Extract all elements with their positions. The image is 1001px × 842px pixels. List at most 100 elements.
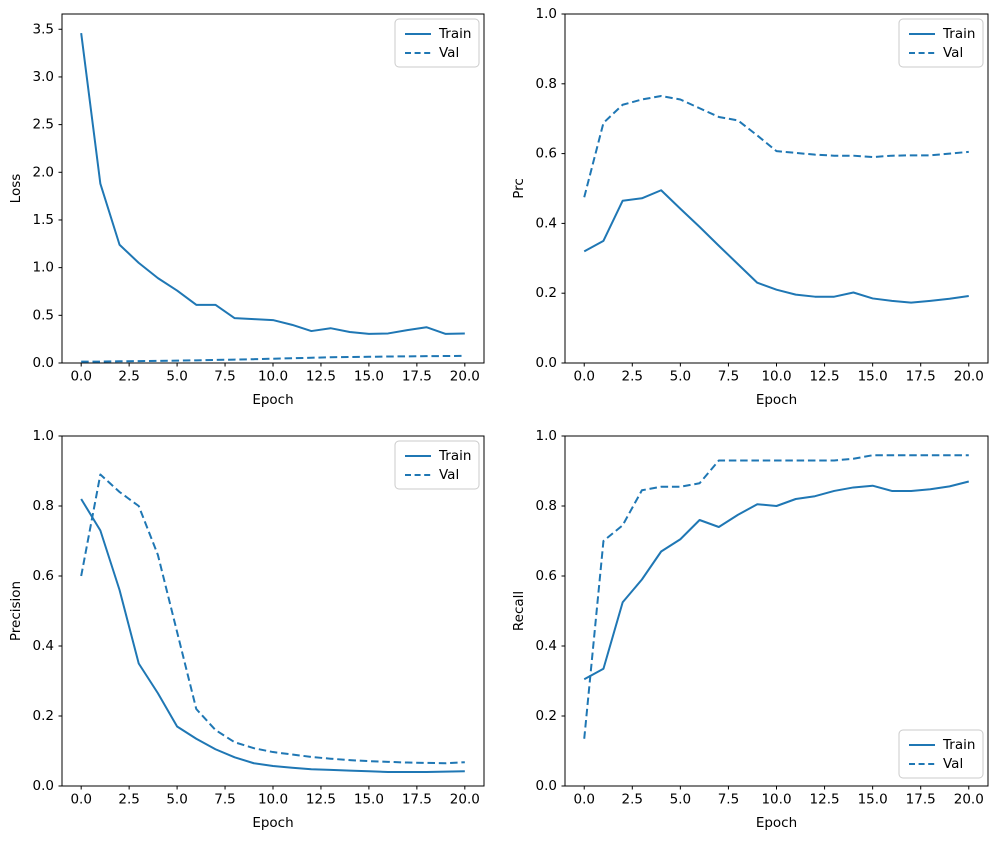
- x-tick-label: 7.5: [718, 369, 739, 385]
- subplot-prc: 0.0 2.5 5.0 7.5 10.0 12.5 15.0 17.5 20.0 0.0 0.2 0.…: [511, 6, 989, 408]
- legend: Train Val: [898, 729, 984, 779]
- legend-val-label: Val: [943, 45, 963, 61]
- train-line: [80, 498, 465, 773]
- legend-val-label: Val: [439, 467, 459, 483]
- y-tick-label: 1.0: [33, 428, 54, 444]
- legend-box: [898, 18, 984, 68]
- val-line: [583, 454, 969, 739]
- y-tick-label: 0.2: [536, 285, 557, 301]
- subplot-precision: 0.0 2.5 5.0 7.5 10.0 12.5 15.0 17.5 20.0 0.0 0.2 0.…: [8, 428, 485, 831]
- x-tick-label: 7.5: [214, 792, 235, 808]
- x-tick-label: 15.0: [354, 792, 384, 808]
- legend-box: [394, 440, 480, 490]
- val-line: [80, 473, 465, 765]
- train-line: [80, 32, 465, 335]
- y-tick-label: 0.5: [33, 307, 54, 323]
- x-tick-label: 20.0: [450, 369, 480, 385]
- x-tick-label: 12.5: [306, 792, 336, 808]
- legend: Train Val: [394, 18, 480, 68]
- x-tick-label: 7.5: [214, 369, 235, 385]
- x-tick-label: 7.5: [718, 792, 739, 808]
- y-tick-label: 0.6: [33, 568, 54, 584]
- x-axis-label: Epoch: [756, 392, 797, 408]
- legend-train-label: Train: [942, 737, 975, 753]
- subplot-recall: 0.0 2.5 5.0 7.5 10.0 12.5 15.0 17.5 20.0 0.0 0.2 0.…: [511, 428, 989, 831]
- x-tick-label: 10.0: [761, 369, 791, 385]
- legend-box: [898, 729, 984, 779]
- legend-val-label: Val: [943, 756, 963, 772]
- x-tick-label: 20.0: [954, 792, 984, 808]
- subplot-loss: 0.0 2.5 5.0 7.5 10.0 12.5 15.0 17.5 20.0 0.0 0.5 1.…: [8, 13, 485, 408]
- y-axis-label: Prc: [511, 178, 527, 199]
- y-tick-label: 3.5: [33, 21, 54, 37]
- x-tick-label: 15.0: [858, 369, 888, 385]
- y-tick-label: 2.5: [33, 117, 54, 133]
- y-tick-label: 0.6: [536, 568, 557, 584]
- y-tick-label: 1.5: [33, 212, 54, 228]
- y-tick-label: 3.0: [33, 69, 54, 85]
- x-tick-label: 20.0: [450, 792, 480, 808]
- y-tick-label: 0.4: [536, 215, 557, 231]
- x-tick-label: 10.0: [258, 792, 288, 808]
- x-tick-label: 12.5: [810, 369, 840, 385]
- y-tick-label: 0.2: [33, 708, 54, 724]
- y-axis-label: Precision: [8, 581, 24, 641]
- y-tick-label: 0.0: [536, 778, 557, 794]
- x-tick-label: 2.5: [118, 792, 139, 808]
- x-tick-label: 17.5: [402, 369, 432, 385]
- x-tick-label: 5.0: [166, 792, 187, 808]
- y-tick-label: 0.2: [536, 708, 557, 724]
- legend: Train Val: [394, 440, 480, 490]
- y-tick-label: 1.0: [33, 260, 54, 276]
- y-tick-label: 0.6: [536, 146, 557, 162]
- legend: Train Val: [898, 18, 984, 68]
- x-tick-label: 2.5: [622, 369, 643, 385]
- x-axis-label: Epoch: [252, 392, 293, 408]
- x-tick-label: 0.0: [70, 369, 91, 385]
- legend-train-label: Train: [438, 26, 471, 42]
- train-line: [583, 480, 970, 681]
- y-tick-label: 0.4: [33, 638, 54, 654]
- x-tick-label: 15.0: [354, 369, 384, 385]
- x-tick-label: 12.5: [810, 792, 840, 808]
- x-tick-label: 17.5: [906, 792, 936, 808]
- y-tick-label: 2.0: [33, 164, 54, 180]
- y-tick-label: 0.8: [536, 76, 557, 92]
- y-tick-label: 0.0: [33, 778, 54, 794]
- x-axis-label: Epoch: [252, 815, 293, 831]
- x-tick-label: 0.0: [70, 792, 91, 808]
- y-tick-label: 0.0: [33, 355, 54, 371]
- y-tick-label: 1.0: [536, 428, 557, 444]
- legend-train-label: Train: [438, 448, 471, 464]
- val-line: [583, 95, 969, 198]
- val-line: [81, 354, 465, 363]
- x-tick-label: 0.0: [573, 369, 594, 385]
- y-tick-label: 0.0: [536, 355, 557, 371]
- x-tick-label: 2.5: [622, 792, 643, 808]
- x-tick-label: 5.0: [670, 792, 691, 808]
- y-axis-label: Loss: [8, 174, 24, 204]
- y-tick-label: 0.4: [536, 638, 557, 654]
- x-tick-label: 15.0: [858, 792, 888, 808]
- y-axis-label: Recall: [511, 591, 527, 631]
- x-tick-label: 0.0: [573, 792, 594, 808]
- x-tick-label: 5.0: [670, 369, 691, 385]
- legend-box: [394, 18, 480, 68]
- x-tick-label: 5.0: [166, 369, 187, 385]
- x-tick-label: 10.0: [258, 369, 288, 385]
- train-line: [583, 189, 969, 304]
- y-tick-label: 1.0: [536, 6, 557, 22]
- x-tick-label: 17.5: [402, 792, 432, 808]
- legend-train-label: Train: [942, 26, 975, 42]
- x-tick-label: 12.5: [306, 369, 336, 385]
- x-tick-label: 20.0: [954, 369, 984, 385]
- y-tick-label: 0.8: [33, 498, 54, 514]
- x-tick-label: 10.0: [761, 792, 791, 808]
- legend-val-label: Val: [439, 45, 459, 61]
- x-axis-label: Epoch: [756, 815, 797, 831]
- y-tick-label: 0.8: [536, 498, 557, 514]
- x-tick-label: 17.5: [906, 369, 936, 385]
- x-tick-label: 2.5: [118, 369, 139, 385]
